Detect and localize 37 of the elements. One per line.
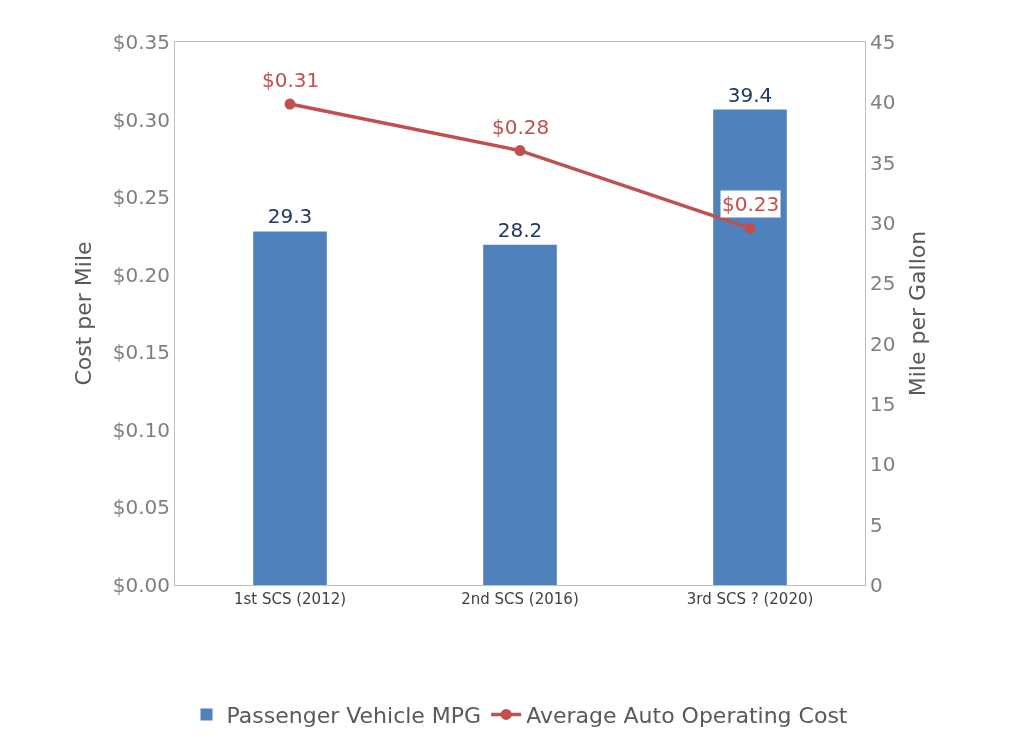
y2-tick-label: 0 — [870, 573, 883, 597]
y-tick-label: $0.25 — [112, 185, 170, 210]
y-tick-label: $0.30 — [112, 107, 170, 132]
data-label: 39.4 — [727, 82, 773, 107]
data-label: 28.2 — [497, 217, 543, 242]
bar — [713, 109, 787, 585]
legend-label: Passenger Vehicle MPG — [226, 702, 482, 728]
y2-tick-label: 40 — [870, 90, 896, 115]
legend-label: Average Auto Operating Cost — [526, 702, 848, 728]
y-tick-label: $0.15 — [112, 340, 170, 365]
data-label: $0.23 — [722, 192, 780, 216]
data-label: $0.31 — [262, 68, 320, 92]
data-label: $0.28 — [492, 115, 550, 139]
y2-tick-label: 45 — [870, 30, 896, 54]
point — [744, 222, 756, 234]
point — [514, 145, 526, 157]
y2-tick-label: 25 — [870, 271, 896, 296]
x-tick-label: 2nd SCS (2016) — [461, 590, 579, 608]
y2-tick-label: 10 — [870, 452, 896, 477]
bar — [483, 244, 557, 585]
y2-tick-label: 30 — [870, 211, 896, 235]
x-tick-label: 3rd SCS ? (2020) — [686, 590, 814, 608]
y2-tick-label: 5 — [870, 512, 883, 537]
bar — [253, 231, 327, 585]
y2-tick-label: 35 — [870, 150, 896, 175]
y-tick-label: $0.05 — [112, 495, 170, 520]
point — [284, 98, 296, 110]
data-label: 29.3 — [267, 204, 313, 229]
x-tick-label: 1st SCS (2012) — [233, 590, 347, 608]
y2-tick-label: 15 — [870, 392, 896, 416]
y-tick-label: $0.10 — [112, 417, 170, 442]
y-axis-title: Cost per Mile — [70, 241, 96, 386]
y2-axis-title: Mile per Gallon — [905, 230, 931, 397]
y-tick-label: $0.00 — [112, 573, 170, 597]
y-tick-label: $0.20 — [112, 262, 170, 287]
y2-tick-label: 20 — [870, 331, 896, 356]
y-tick-label: $0.35 — [112, 30, 170, 54]
